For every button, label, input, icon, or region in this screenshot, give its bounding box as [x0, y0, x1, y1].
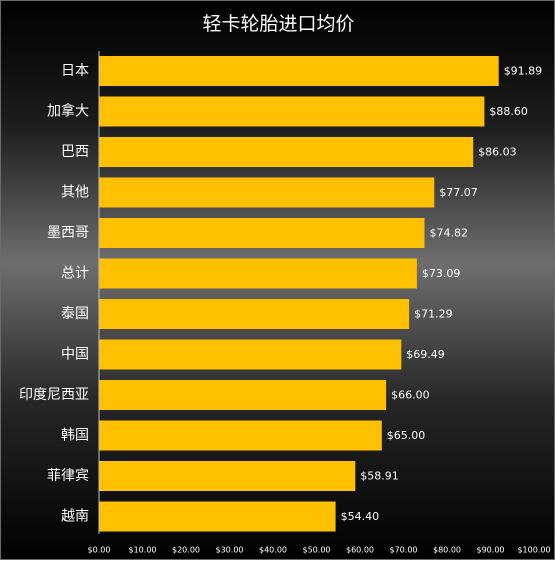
category-label: 泰国 [61, 306, 89, 322]
x-tick-label: $100.00 [517, 546, 550, 555]
category-label: 总计 [61, 266, 89, 282]
category-label: 中国 [61, 347, 89, 363]
bar [99, 461, 356, 491]
value-label: $86.03 [478, 146, 517, 159]
bar [99, 56, 499, 86]
bar [99, 299, 410, 329]
bar [99, 501, 336, 532]
x-tick-label: $40.00 [259, 546, 287, 555]
category-label: 印度尼西亚 [19, 387, 89, 403]
category-label: 加拿大 [47, 103, 89, 120]
x-tick-label: $20.00 [172, 546, 200, 555]
x-tick-label: $70.00 [390, 546, 418, 555]
x-tick-label: $50.00 [303, 546, 331, 555]
category-label: 韩国 [61, 428, 89, 444]
category-label: 越南 [61, 509, 89, 525]
chart-title: 轻卡轮胎进口均价 [202, 13, 355, 35]
value-label: $65.00 [387, 429, 426, 442]
bar [99, 218, 425, 248]
category-label: 菲律宾 [47, 468, 89, 484]
value-label: $77.07 [439, 186, 478, 199]
value-label: $66.00 [391, 389, 430, 402]
category-label: 巴西 [61, 144, 89, 160]
value-label: $54.40 [341, 510, 380, 523]
x-tick-label: $80.00 [433, 546, 461, 555]
value-label: $88.60 [489, 105, 528, 118]
value-label: $69.49 [406, 348, 445, 361]
bar [99, 420, 382, 451]
value-label: $71.29 [414, 308, 453, 321]
value-label: $91.89 [504, 65, 543, 78]
category-label: 其他 [61, 185, 89, 201]
x-tick-label: $0.00 [88, 546, 111, 555]
x-tick-label: $30.00 [216, 546, 244, 555]
bar [99, 380, 387, 410]
bar [99, 96, 485, 127]
bar [99, 339, 402, 370]
category-label: 日本 [61, 63, 89, 79]
value-label: $74.82 [430, 227, 469, 240]
bar [99, 258, 417, 289]
bar [99, 137, 474, 167]
category-label: 墨西哥 [47, 225, 89, 241]
value-label: $58.91 [360, 470, 399, 483]
bar [99, 177, 435, 208]
x-tick-label: $90.00 [477, 546, 505, 555]
value-label: $73.09 [422, 267, 461, 280]
x-tick-label: $60.00 [346, 546, 374, 555]
x-tick-label: $10.00 [129, 546, 157, 555]
